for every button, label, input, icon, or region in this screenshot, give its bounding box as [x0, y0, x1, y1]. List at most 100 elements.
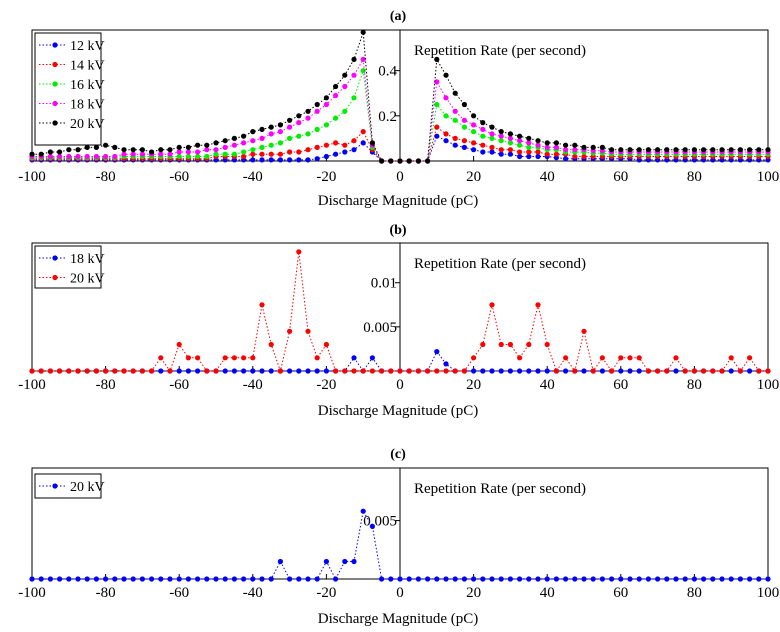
data-point: [737, 368, 744, 374]
data-point: [277, 558, 283, 565]
data-point: [507, 151, 513, 157]
data-point: [268, 368, 274, 374]
data-point: [480, 133, 486, 139]
data-point: [241, 368, 247, 374]
x-tick-label: 0: [396, 377, 404, 393]
data-point: [241, 140, 247, 146]
legend-label: 14 kV: [70, 59, 105, 74]
data-point: [213, 140, 219, 146]
data-point: [139, 151, 145, 157]
data-point: [250, 138, 256, 144]
data-point: [222, 144, 228, 150]
data-point: [673, 576, 679, 582]
data-point: [360, 129, 366, 135]
x-tick-label: -60: [169, 169, 189, 185]
data-point: [296, 576, 302, 582]
data-point: [590, 144, 596, 150]
y-tick-label: 0.01: [371, 276, 397, 292]
data-point: [507, 135, 513, 141]
data-point: [333, 151, 339, 157]
data-point: [682, 576, 688, 582]
data-point: [535, 302, 541, 308]
data-point: [241, 355, 247, 361]
data-point: [287, 157, 293, 163]
data-point: [241, 576, 247, 582]
data-point: [213, 368, 219, 374]
x-tick-label: 100: [757, 377, 780, 393]
data-point: [231, 368, 237, 374]
x-tick-label: 80: [687, 169, 702, 185]
data-point: [259, 302, 265, 308]
data-point: [333, 92, 339, 99]
data-point: [664, 576, 670, 582]
legend-label: 16 kV: [70, 78, 105, 93]
data-point: [47, 149, 54, 155]
data-point: [581, 368, 587, 374]
data-point: [305, 328, 311, 334]
data-point: [66, 153, 72, 160]
data-point: [103, 153, 109, 160]
data-point: [618, 147, 624, 153]
data-point: [756, 368, 762, 374]
data-point: [222, 355, 228, 361]
data-point: [268, 131, 274, 137]
legend-label: 18 kV: [70, 252, 105, 267]
data-point: [471, 576, 477, 582]
legend-marker: [52, 100, 58, 107]
data-point: [471, 355, 477, 361]
data-point: [406, 158, 412, 164]
data-point: [655, 147, 661, 153]
data-point: [498, 151, 504, 157]
data-point: [728, 576, 734, 582]
data-point: [415, 576, 421, 582]
legend-box: [34, 32, 102, 146]
data-point: [489, 368, 495, 374]
data-point: [369, 140, 375, 146]
data-point: [452, 142, 458, 148]
data-point: [618, 368, 624, 374]
data-point: [66, 576, 72, 582]
data-point: [66, 147, 72, 153]
data-point: [195, 142, 201, 148]
data-point: [535, 142, 541, 148]
data-point: [581, 153, 587, 160]
data-point: [673, 355, 679, 361]
legend-box: [34, 245, 102, 289]
data-point: [57, 153, 63, 160]
data-point: [103, 142, 109, 148]
data-point: [314, 576, 320, 582]
data-point: [526, 144, 532, 150]
data-point: [84, 576, 90, 582]
data-point: [176, 341, 182, 348]
x-tick-label: -60: [169, 377, 189, 393]
legend-marker: [52, 255, 58, 261]
data-point: [323, 341, 329, 348]
data-point: [599, 576, 606, 582]
ylabel-b: Repetition Rate (per second): [414, 256, 586, 272]
data-point: [139, 368, 145, 374]
legend-marker: [52, 120, 58, 126]
data-point: [710, 147, 716, 153]
data-point: [489, 149, 495, 155]
data-point: [461, 138, 467, 144]
data-point: [572, 142, 578, 148]
data-point: [590, 576, 596, 582]
data-point: [222, 576, 228, 582]
panel-b: (b) Repetition Rate (per second) Dischar…: [18, 223, 779, 419]
data-point: [287, 576, 293, 582]
data-point: [461, 576, 467, 582]
data-point: [360, 56, 366, 63]
data-point: [305, 131, 311, 137]
data-point: [507, 341, 513, 348]
data-point: [673, 147, 679, 153]
data-point: [544, 368, 550, 374]
data-point: [498, 138, 504, 144]
x-tick-label: 40: [540, 169, 555, 185]
data-point: [250, 368, 256, 374]
data-point: [29, 368, 35, 374]
x-tick-label: 60: [613, 585, 628, 601]
x-tick-label: -80: [96, 169, 116, 185]
data-point: [121, 576, 127, 582]
data-point: [259, 157, 265, 163]
data-point: [323, 122, 329, 128]
